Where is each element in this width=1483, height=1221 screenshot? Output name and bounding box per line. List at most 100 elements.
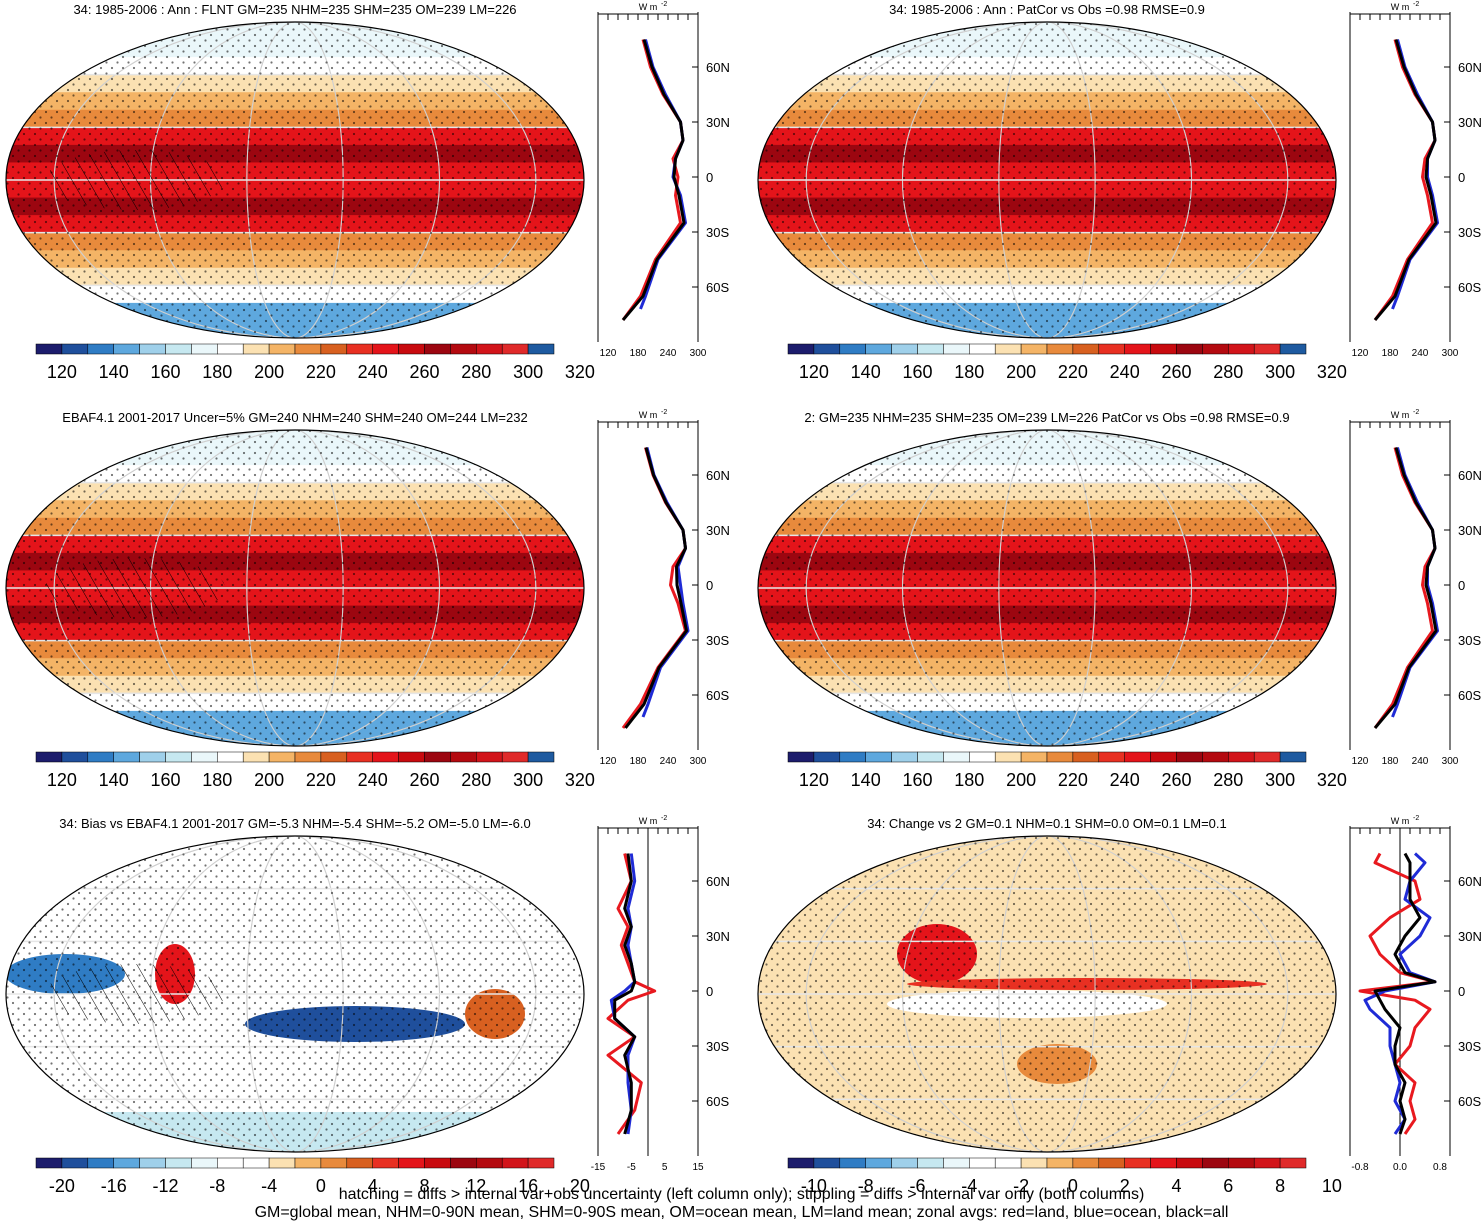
- colorbar-tick-label: -6: [909, 1176, 925, 1196]
- colorbar-swatch: [865, 343, 892, 355]
- colorbar-tick-label: 160: [150, 362, 180, 382]
- colorbar-tick-label: -8: [858, 1176, 874, 1196]
- colorbar-swatch: [1228, 751, 1255, 763]
- zonal-x-tick-label: 0.8: [1433, 1162, 1447, 1173]
- colorbar-swatch: [1150, 343, 1177, 355]
- panel-title: 34: 1985-2006 : Ann : FLNT GM=235 NHM=23…: [73, 2, 516, 17]
- lat-tick-label: 30S: [1458, 225, 1481, 240]
- colorbar-swatch: [450, 343, 477, 355]
- colorbar-tick-label: 200: [1006, 770, 1036, 790]
- lat-tick-label: 60N: [1458, 874, 1482, 889]
- colorbar-tick-label: 8: [1275, 1176, 1285, 1196]
- colorbar-swatch: [1072, 343, 1100, 355]
- zonal-series-all: [613, 853, 637, 1135]
- panel-p5: 34: Bias vs EBAF4.1 2001-2017 GM=-5.3 NH…: [5, 815, 730, 1196]
- colorbar-swatch: [139, 751, 166, 763]
- colorbar-tick-label: 220: [306, 362, 336, 382]
- zonal-unit-label: W m: [639, 410, 658, 420]
- colorbar-tick-label: 320: [1317, 770, 1347, 790]
- lat-tick-label: 30S: [706, 225, 729, 240]
- colorbar-tick-label: 280: [1213, 362, 1243, 382]
- colorbar-swatch: [35, 751, 63, 763]
- colorbar-swatch: [501, 751, 529, 763]
- zonal-series-all: [1373, 39, 1438, 321]
- colorbar-swatch: [320, 751, 348, 763]
- colorbar-tick-label: -4: [261, 1176, 277, 1196]
- colorbar-swatch: [1124, 1157, 1151, 1169]
- colorbar-swatch: [242, 751, 270, 763]
- colorbar-tick-label: 240: [1110, 770, 1140, 790]
- colorbar-swatch: [1176, 343, 1203, 355]
- colorbar-swatch: [787, 1157, 815, 1169]
- colorbar-swatch: [839, 1157, 866, 1169]
- colorbar-tick-label: 320: [565, 770, 595, 790]
- zonal-x-tick-label: 240: [660, 348, 677, 359]
- zonal-unit-label: W m: [639, 2, 658, 12]
- colorbar-tick-label: -2: [1013, 1176, 1029, 1196]
- zonal-x-tick-label: 120: [600, 756, 617, 767]
- lat-tick-label: 60N: [706, 60, 730, 75]
- lat-tick-label: 0: [706, 984, 713, 999]
- panel-title: 34: 1985-2006 : Ann : PatCor vs Obs =0.9…: [889, 2, 1205, 17]
- colorbar-swatch: [217, 343, 244, 355]
- panel-p3: EBAF4.1 2001-2017 Uncer=5% GM=240 NHM=24…: [5, 409, 730, 790]
- zonal-unit-exponent: -2: [1413, 1, 1419, 8]
- lat-tick-label: 60S: [1458, 1094, 1481, 1109]
- lat-tick-label: 0: [1458, 578, 1465, 593]
- map-field: [6, 430, 584, 746]
- colorbar-tick-label: 20: [570, 1176, 590, 1196]
- colorbar-swatch: [1020, 343, 1048, 355]
- colorbar-swatch: [191, 343, 218, 355]
- zonal-x-tick-label: 180: [1382, 348, 1399, 359]
- colorbar-swatch: [787, 343, 815, 355]
- colorbar-swatch: [87, 1157, 114, 1169]
- colorbar-tick-label: 6: [1223, 1176, 1233, 1196]
- zonal-x-tick-label: -0.8: [1351, 1162, 1369, 1173]
- colorbar-swatch: [969, 1157, 996, 1169]
- colorbar-tick-label: 180: [202, 362, 232, 382]
- colorbar-swatch: [424, 1157, 451, 1169]
- zonal-unit-label: W m: [1391, 410, 1410, 420]
- colorbar-swatch: [372, 343, 399, 355]
- stippling-overlay: [758, 430, 1336, 746]
- zonal-x-tick-label: -5: [627, 1162, 636, 1173]
- colorbar-swatch: [527, 751, 555, 763]
- colorbar-swatch: [1098, 751, 1125, 763]
- colorbar-swatch: [450, 1157, 477, 1169]
- zonal-x-tick-label: 120: [1352, 756, 1369, 767]
- lat-tick-label: 0: [1458, 984, 1465, 999]
- zonal-unit-exponent: -2: [661, 409, 667, 416]
- panel-title: 34: Change vs 2 GM=0.1 NHM=0.1 SHM=0.0 O…: [867, 816, 1227, 831]
- colorbar-tick-label: 280: [461, 362, 491, 382]
- colorbar-swatch: [1150, 1157, 1177, 1169]
- colorbar-swatch: [1098, 1157, 1125, 1169]
- map-field: [758, 836, 1336, 1152]
- zonal-unit-exponent: -2: [661, 1, 667, 8]
- colorbar-tick-label: 200: [254, 362, 284, 382]
- lat-tick-label: 0: [706, 578, 713, 593]
- zonal-x-tick-label: 0.0: [1393, 1162, 1407, 1173]
- lat-tick-label: 60N: [706, 468, 730, 483]
- zonal-x-tick-label: 240: [660, 756, 677, 767]
- colorbar-swatch: [1150, 751, 1177, 763]
- map-outline: [5, 21, 585, 339]
- colorbar-swatch: [1228, 1157, 1255, 1169]
- lat-tick-label: 30N: [1458, 523, 1482, 538]
- map-outline: [5, 835, 585, 1153]
- colorbar-tick-label: 220: [1058, 362, 1088, 382]
- colorbar-swatch: [917, 1157, 944, 1169]
- zonal-x-tick-label: 180: [630, 348, 647, 359]
- colorbar-tick-label: 280: [1213, 770, 1243, 790]
- colorbar-swatch: [1046, 1157, 1074, 1169]
- colorbar-swatch: [139, 343, 166, 355]
- colorbar-swatch: [35, 1157, 63, 1169]
- colorbar-tick-label: 160: [902, 770, 932, 790]
- zonal-x-tick-label: -15: [591, 1162, 606, 1173]
- colorbar-tick-label: 120: [799, 362, 829, 382]
- colorbar-swatch: [372, 1157, 399, 1169]
- colorbar-swatch: [191, 1157, 218, 1169]
- map-field: [758, 22, 1336, 338]
- lat-tick-label: 30S: [706, 633, 729, 648]
- colorbar-tick-label: 300: [1265, 770, 1295, 790]
